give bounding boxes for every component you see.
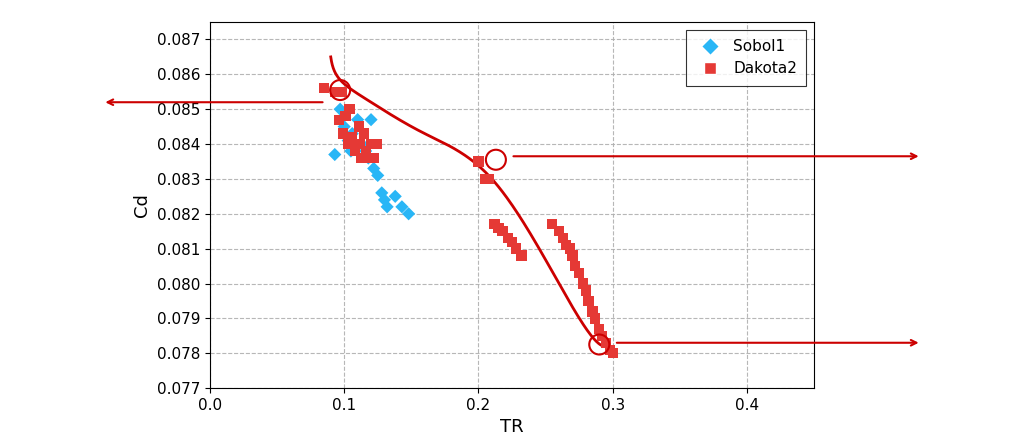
Dakota2 [353, 154, 370, 161]
Dakota2 [348, 141, 365, 148]
Sobol1 [360, 154, 377, 161]
Sobol1 [349, 116, 366, 123]
Sobol1 [332, 106, 348, 113]
Dakota2 [555, 235, 571, 242]
Dakota2 [578, 287, 594, 294]
Dakota2 [486, 220, 503, 228]
Legend: Sobol1, Dakota2: Sobol1, Dakota2 [686, 30, 807, 86]
Sobol1 [366, 165, 382, 172]
Dakota2 [500, 235, 516, 242]
Sobol1 [357, 147, 374, 154]
Dakota2 [544, 220, 560, 228]
Sobol1 [340, 137, 356, 144]
Sobol1 [327, 151, 343, 158]
Dakota2 [561, 245, 578, 252]
Sobol1 [387, 193, 403, 200]
Y-axis label: Cd: Cd [133, 193, 152, 217]
Dakota2 [504, 238, 520, 245]
Dakota2 [587, 315, 603, 322]
Dakota2 [557, 242, 573, 249]
Dakota2 [581, 297, 597, 304]
Dakota2 [574, 280, 591, 287]
Dakota2 [481, 176, 498, 183]
Dakota2 [508, 245, 524, 252]
Dakota2 [331, 116, 347, 123]
Dakota2 [341, 106, 357, 113]
Dakota2 [585, 308, 601, 315]
Dakota2 [604, 350, 621, 357]
Sobol1 [374, 189, 390, 196]
Dakota2 [337, 112, 353, 120]
Dakota2 [591, 325, 607, 333]
Dakota2 [490, 224, 507, 231]
Dakota2 [344, 134, 360, 141]
Sobol1 [344, 130, 360, 137]
Dakota2 [335, 130, 351, 137]
Dakota2 [356, 130, 373, 137]
Sobol1 [370, 172, 386, 179]
Dakota2 [564, 252, 581, 259]
Dakota2 [347, 147, 364, 154]
Dakota2 [362, 141, 379, 148]
Dakota2 [340, 141, 356, 148]
Dakota2 [602, 346, 618, 353]
Sobol1 [376, 196, 392, 203]
X-axis label: TR: TR [500, 419, 524, 436]
Dakota2 [315, 85, 332, 92]
Dakota2 [513, 252, 529, 259]
Dakota2 [369, 141, 385, 148]
Sobol1 [336, 123, 352, 130]
Dakota2 [352, 141, 369, 148]
Dakota2 [470, 158, 486, 165]
Dakota2 [333, 88, 349, 95]
Dakota2 [571, 269, 588, 277]
Dakota2 [567, 262, 584, 269]
Sobol1 [400, 210, 417, 217]
Dakota2 [477, 176, 494, 183]
Dakota2 [351, 123, 368, 130]
Dakota2 [495, 228, 511, 235]
Sobol1 [343, 147, 359, 154]
Sobol1 [379, 203, 395, 210]
Dakota2 [327, 88, 343, 95]
Dakota2 [360, 154, 377, 161]
Sobol1 [353, 141, 370, 148]
Dakota2 [598, 339, 614, 346]
Dakota2 [551, 228, 567, 235]
Dakota2 [594, 332, 610, 339]
Dakota2 [366, 154, 382, 161]
Dakota2 [357, 147, 374, 154]
Sobol1 [393, 203, 410, 210]
Sobol1 [362, 116, 379, 123]
